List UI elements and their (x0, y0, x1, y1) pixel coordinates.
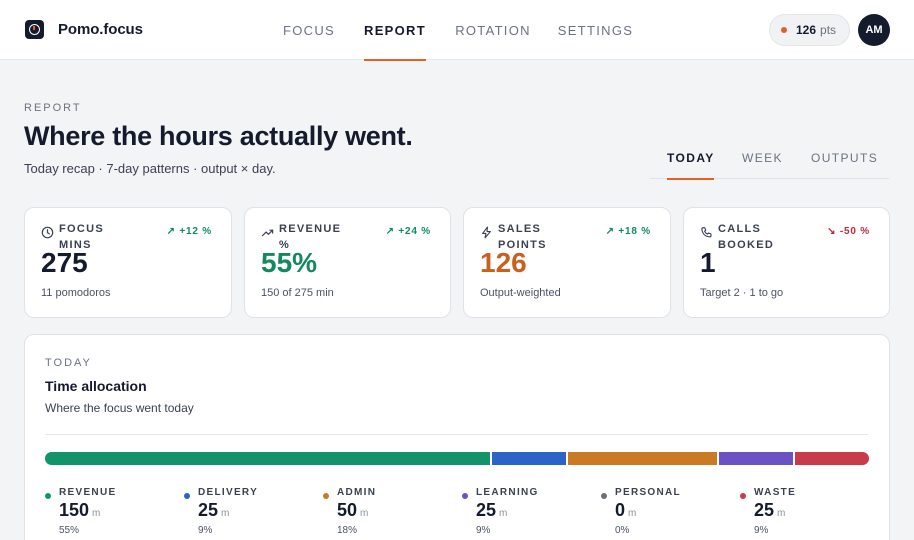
allocation-bar (45, 452, 869, 465)
allocation-segment-delivery[interactable] (492, 452, 569, 465)
legend-dot-icon (184, 493, 190, 499)
stat-value: 1 (700, 247, 716, 278)
legend-name: WASTE (754, 487, 797, 498)
tab-week[interactable]: WEEK (742, 151, 783, 165)
legend-dot-icon (45, 493, 51, 499)
tab-today[interactable]: TODAY (667, 151, 715, 165)
stat-label: REVENUE% (279, 223, 342, 251)
legend-percent: 9% (754, 525, 769, 536)
tab-settings[interactable]: SETTINGS (557, 22, 634, 38)
legend-percent: 18% (337, 525, 358, 536)
allocation-segment-revenue[interactable] (45, 452, 493, 465)
legend-dot-icon (462, 493, 468, 499)
legend-minutes: 25 m (754, 500, 786, 520)
legend-name: PERSONAL (615, 487, 681, 498)
brand[interactable]: Pomo.focus (25, 20, 143, 39)
stat-label: FOCUS MINS (59, 223, 104, 251)
points-unit: pts (820, 23, 837, 37)
stat-delta: ↗ +12 % (166, 226, 212, 237)
legend-unit: m (92, 508, 101, 519)
stat-card-focus-mins: FOCUS MINS ↗ +12 % 275 11 pomodoros (24, 207, 232, 318)
phone-icon (701, 227, 712, 238)
stat-label: SALES POINTS (498, 223, 547, 251)
legend-dot-icon (601, 493, 607, 499)
stat-delta: ↗ +24 % (385, 226, 431, 237)
bolt-icon (482, 226, 491, 239)
stat-delta: ↗ +18 % (605, 226, 651, 237)
legend-percent: 9% (198, 525, 213, 536)
stat-value: 55% (261, 247, 318, 278)
legend-dot-icon (740, 493, 746, 499)
page-eyebrow: REPORT (24, 102, 82, 114)
divider (45, 434, 868, 435)
legend-minutes: 150 m (59, 500, 101, 520)
legend-minutes: 50 m (337, 500, 369, 520)
page-title: Where the hours actually went. (24, 121, 413, 151)
legend-percent: 9% (476, 525, 491, 536)
stat-delta: ↘ -50 % (827, 226, 870, 237)
legend-percent: 55% (59, 525, 80, 536)
brand-name: Pomo.focus (58, 21, 143, 38)
stat-note: 150 of 275 min (261, 287, 334, 299)
panel-subtitle: Where the focus went today (45, 401, 194, 415)
stat-card-sales-points: SALES POINTS ↗ +18 % 126 Output-weighted (463, 207, 671, 318)
trend-up-icon (261, 229, 274, 237)
stat-label: CALLS BOOKED (718, 223, 775, 251)
legend-name: ADMIN (337, 487, 377, 498)
pomodoro-logo-icon (25, 20, 44, 39)
tab-rotation[interactable]: ROTATION (455, 22, 531, 38)
stat-note: 11 pomodoros (41, 287, 111, 299)
allocation-segment-admin[interactable] (568, 452, 719, 465)
time-allocation-panel: TODAY Time allocation Where the focus we… (24, 334, 890, 540)
allocation-segment-waste[interactable] (794, 452, 869, 465)
legend-unit: m (628, 508, 637, 519)
points-dot-icon (781, 27, 787, 33)
legend-minutes: 25 m (198, 500, 230, 520)
legend-unit: m (360, 508, 369, 519)
tab-outputs[interactable]: OUTPUTS (811, 151, 879, 165)
stat-value: 275 (41, 247, 88, 278)
stat-note: Output-weighted (480, 287, 561, 299)
tab-report[interactable]: REPORT (364, 0, 426, 61)
legend-minutes: 25 m (476, 500, 508, 520)
legend-percent: 0% (615, 525, 630, 536)
legend-name: LEARNING (476, 487, 539, 498)
page-subtitle: Today recap · 7-day patterns · output × … (24, 161, 276, 176)
clock-icon (41, 226, 54, 239)
legend-dot-icon (323, 493, 329, 499)
panel-eyebrow: TODAY (45, 357, 92, 369)
allocation-segment-learning[interactable] (718, 452, 795, 465)
stat-note: Target 2 · 1 to go (700, 287, 784, 299)
stat-value: 126 (480, 247, 527, 278)
user-avatar[interactable]: AM (858, 14, 890, 46)
tab-focus[interactable]: FOCUS (283, 22, 335, 38)
legend-name: REVENUE (59, 487, 117, 498)
stat-card-calls-booked: CALLS BOOKED ↘ -50 % 1 Target 2 · 1 to go (683, 207, 890, 318)
top-bar: Pomo.focus FOCUS REPORT ROTATION SETTING… (0, 0, 914, 61)
active-tab-indicator (667, 178, 714, 180)
range-tabs: TODAY WEEK OUTPUTS (650, 140, 889, 180)
panel-title: Time allocation (45, 378, 147, 394)
legend-unit: m (499, 508, 508, 519)
legend-name: DELIVERY (198, 487, 259, 498)
points-badge[interactable]: 126 pts (769, 14, 850, 46)
legend-unit: m (777, 508, 786, 519)
points-value: 126 (796, 23, 817, 37)
stat-card-revenue-percent: REVENUE% ↗ +24 % 55% 150 of 275 min (244, 207, 451, 318)
legend-unit: m (221, 508, 230, 519)
